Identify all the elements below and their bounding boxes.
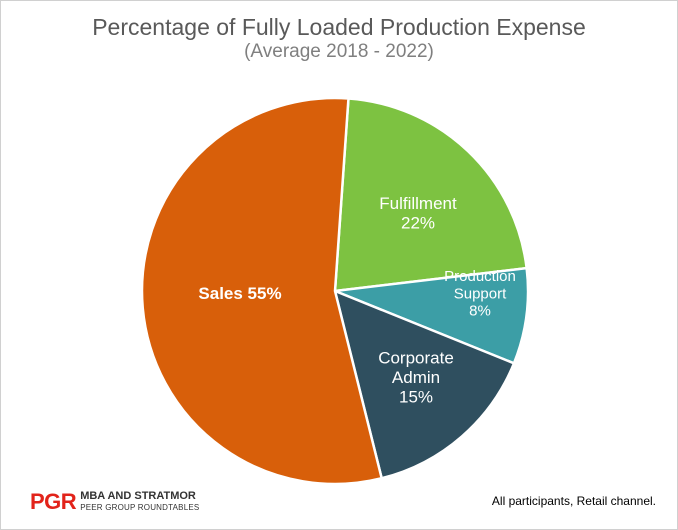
pie-slice-fulfillment: [333, 97, 529, 293]
pie-label-fulfillment: Fulfillment 22%: [379, 194, 457, 233]
logo-mark: PGR: [30, 489, 77, 514]
pie-label-production-support: Production Support 8%: [444, 268, 516, 320]
chart-subtitle: (Average 2018 - 2022): [244, 41, 434, 62]
chart-title: Percentage of Fully Loaded Production Ex…: [92, 14, 586, 40]
pie-slice-production-support: [334, 266, 530, 365]
logo-line2: PEER GROUP ROUNDTABLES: [80, 503, 200, 512]
pie-slice-sales: [140, 96, 384, 486]
footnote: All participants, Retail channel.: [491, 494, 656, 508]
logo-text: MBA AND STRATMOR PEER GROUP ROUNDTABLES: [80, 491, 199, 513]
pie-label-corporate-admin: Corporate Admin 15%: [378, 348, 454, 406]
pie-slice-corporate-admin: [333, 288, 516, 480]
pie-label-sales: Sales 55%: [198, 284, 281, 303]
pgr-logo: PGR MBA AND STRATMOR PEER GROUP ROUNDTAB…: [30, 489, 199, 515]
logo-line1: MBA AND STRATMOR: [80, 490, 196, 502]
